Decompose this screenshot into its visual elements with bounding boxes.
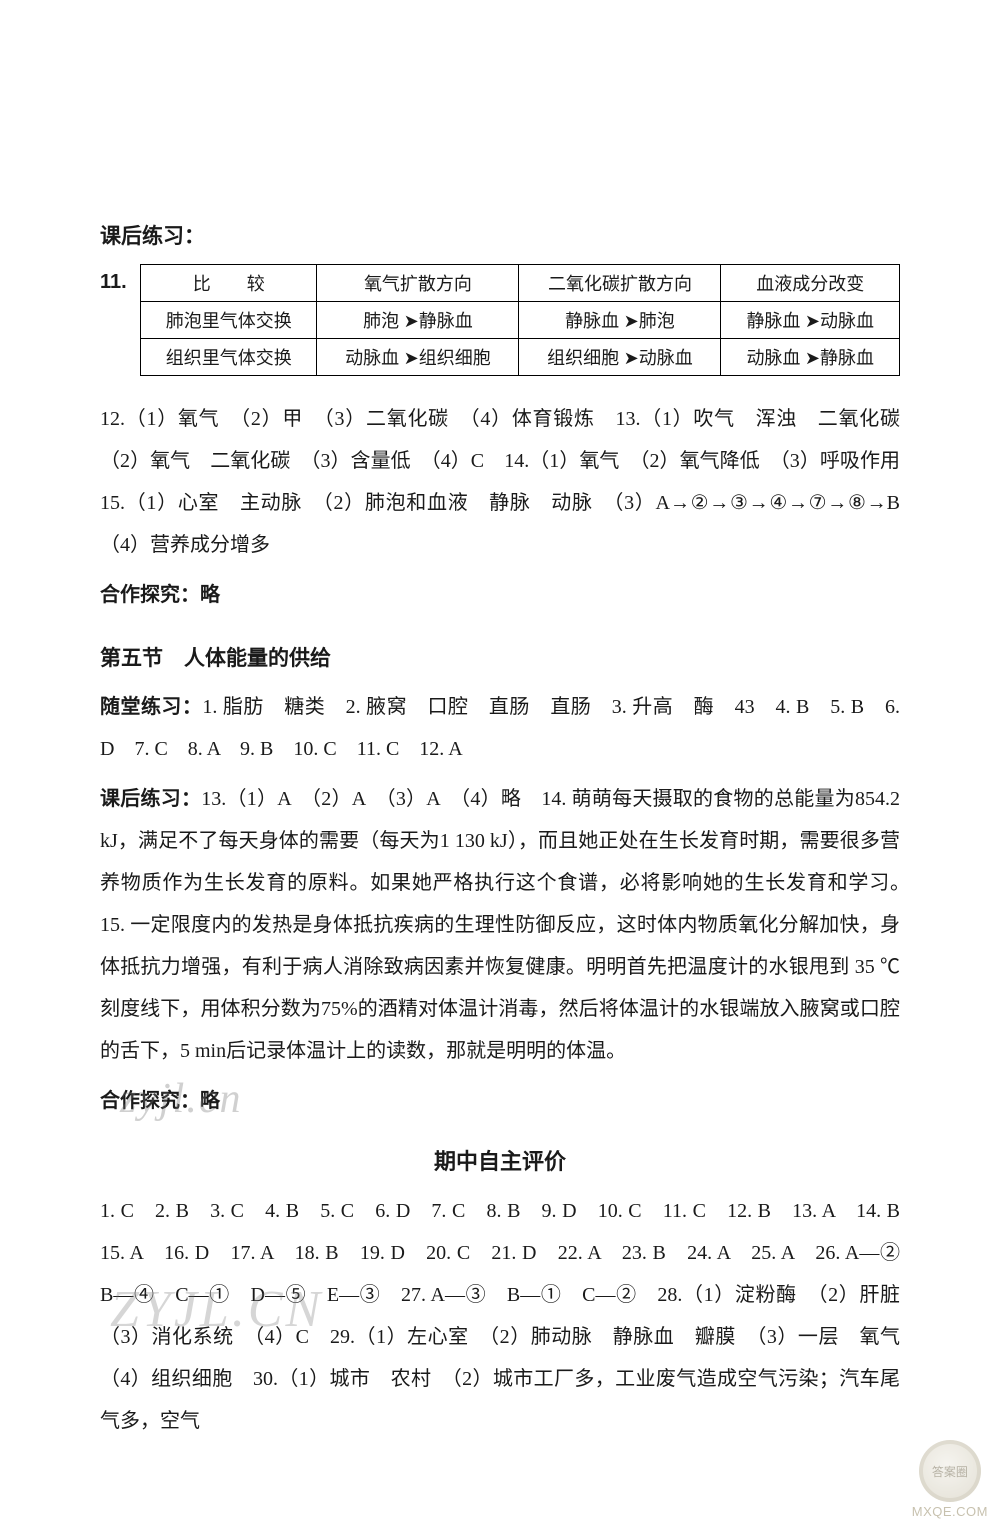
cell: 组织里气体交换: [141, 339, 317, 376]
cell: 静脉血 ➤动脉血: [721, 302, 900, 339]
sec2-p1-label: 随堂练习：: [100, 696, 202, 718]
q11-number: 11.: [100, 264, 140, 294]
page: 课后练习： 11. 比 较 氧气扩散方向 二氧化碳扩散方向 血液成分改变 肺泡里…: [0, 0, 1000, 1529]
sec3-answers: 1. C 2. B 3. C 4. B 5. C 6. D 7. C 8. B …: [100, 1190, 900, 1442]
cell: 比 较: [141, 265, 317, 302]
sec2-coop: 合作探究：略: [100, 1080, 900, 1122]
sec1-coop: 合作探究：略: [100, 574, 900, 616]
sec1-heading: 课后练习：: [100, 220, 900, 250]
sec2-p1-body: 1. 脂肪 糖类 2. 腋窝 口腔 直肠 直肠 3. 升高 酶 43 4. B …: [100, 696, 900, 760]
cell: 肺泡里气体交换: [141, 302, 317, 339]
table-row: 组织里气体交换 动脉血 ➤组织细胞 组织细胞 ➤动脉血 动脉血 ➤静脉血: [141, 339, 900, 376]
table-row: 肺泡里气体交换 肺泡 ➤静脉血 静脉血 ➤肺泡 静脉血 ➤动脉血: [141, 302, 900, 339]
sec2-title: 第五节 人体能量的供给: [100, 642, 900, 672]
badge-subtext: MXQE.COM: [912, 1504, 988, 1519]
sec2-p2-label: 课后练习：: [100, 788, 201, 810]
sec2-p1: 随堂练习：1. 脂肪 糖类 2. 腋窝 口腔 直肠 直肠 3. 升高 酶 43 …: [100, 686, 900, 770]
q11-row: 11. 比 较 氧气扩散方向 二氧化碳扩散方向 血液成分改变 肺泡里气体交换 肺…: [100, 264, 900, 398]
cell: 血液成分改变: [721, 265, 900, 302]
cell: 组织细胞 ➤动脉血: [519, 339, 721, 376]
sec2-p2-body: 13.（1）A （2）A （3）A （4）略 14. 萌萌每天摄取的食物的总能量…: [100, 788, 920, 1062]
sec2-p2: 课后练习：13.（1）A （2）A （3）A （4）略 14. 萌萌每天摄取的食…: [100, 778, 900, 1072]
cell: 肺泡 ➤静脉血: [317, 302, 519, 339]
sec3-title: 期中自主评价: [100, 1144, 900, 1176]
cell: 二氧化碳扩散方向: [519, 265, 721, 302]
corner-badge: 答案圈 MXQE.COM: [912, 1440, 988, 1519]
cell: 动脉血 ➤静脉血: [721, 339, 900, 376]
sec1-answers: 12.（1）氧气 （2）甲 （3）二氧化碳 （4）体育锻炼 13.（1）吹气 浑…: [100, 398, 900, 566]
table-row: 比 较 氧气扩散方向 二氧化碳扩散方向 血液成分改变: [141, 265, 900, 302]
badge-icon: 答案圈: [919, 1440, 981, 1502]
comparison-table: 比 较 氧气扩散方向 二氧化碳扩散方向 血液成分改变 肺泡里气体交换 肺泡 ➤静…: [140, 264, 900, 376]
cell: 静脉血 ➤肺泡: [519, 302, 721, 339]
cell: 动脉血 ➤组织细胞: [317, 339, 519, 376]
q11-table-wrap: 比 较 氧气扩散方向 二氧化碳扩散方向 血液成分改变 肺泡里气体交换 肺泡 ➤静…: [140, 264, 900, 398]
cell: 氧气扩散方向: [317, 265, 519, 302]
